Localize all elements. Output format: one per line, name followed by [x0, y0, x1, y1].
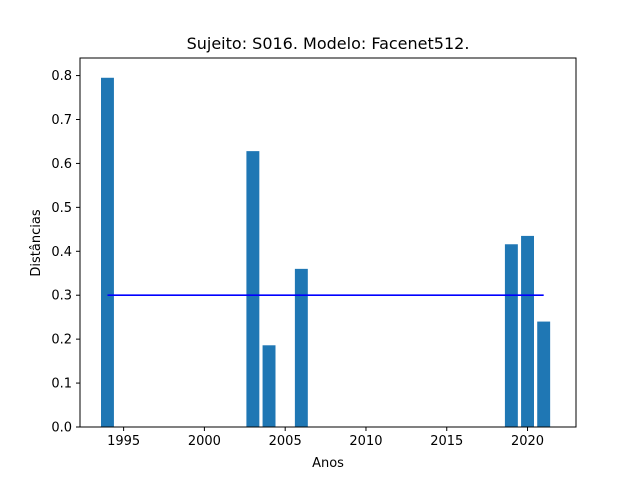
bar-2020: [521, 235, 534, 427]
bar-2019: [504, 244, 518, 427]
bar-2021: [537, 321, 551, 427]
x-tick-label-2015: 2015: [430, 434, 463, 449]
x-tick-label-1995: 1995: [107, 434, 140, 449]
bar-2004: [262, 345, 276, 427]
y-tick-label-8: 0.8: [51, 69, 72, 84]
y-tick-label-3: 0.3: [51, 289, 72, 304]
x-axis-label: Anos: [312, 456, 344, 471]
x-tick-label-2020: 2020: [511, 434, 544, 449]
y-tick-label-2: 0.2: [51, 333, 72, 348]
y-tick-label-6: 0.6: [51, 157, 72, 172]
bar-2003: [246, 151, 260, 427]
bar-1994: [101, 77, 114, 428]
plot-area: 1995 2000 2005 2010 2015 2020 0.0 0.1 0.2 0.3 0.4 0…: [51, 57, 577, 449]
y-tick-label-4: 0.4: [51, 245, 72, 260]
y-tick-label-0: 0.0: [51, 421, 72, 436]
bar-2006: [294, 268, 308, 427]
plot-frame: [79, 57, 577, 428]
chart-title: Sujeito: S016. Modelo: Facenet512.: [187, 34, 470, 53]
y-tick-label-1: 0.1: [51, 377, 72, 392]
x-tick-label-2005: 2005: [269, 434, 302, 449]
x-tick-label-2010: 2010: [349, 434, 382, 449]
y-tick-label-5: 0.5: [51, 201, 72, 216]
y-axis-label: Distâncias: [29, 209, 44, 276]
x-tick-label-2000: 2000: [188, 434, 221, 449]
y-tick-label-7: 0.7: [51, 113, 72, 128]
